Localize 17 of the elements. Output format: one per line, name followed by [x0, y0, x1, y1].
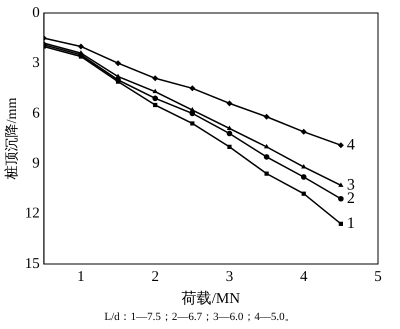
y-tick-label: 12 — [24, 206, 40, 222]
x-tick-label: 5 — [374, 268, 382, 285]
x-tick-label: 4 — [300, 268, 308, 285]
series-label: 1 — [346, 215, 355, 232]
x-axis-title: 荷载/MN — [182, 290, 240, 307]
y-axis-title: 桩顶沉降/mm — [4, 98, 20, 180]
x-tick-label: 3 — [226, 268, 234, 285]
y-tick-label: 6 — [32, 105, 40, 122]
y-tick-label: 3 — [32, 55, 40, 72]
text: L/d：1—7.5；2—6.7；3—6.0；4—5.0。 — [103, 310, 297, 324]
y-tick-label: 9 — [32, 156, 40, 172]
y-tick-label: 0 — [32, 4, 40, 21]
x-tick-label: 2 — [151, 268, 159, 285]
series-label: 2 — [346, 190, 355, 207]
x-tick-label: 1 — [77, 268, 85, 285]
y-tick-label: 15 — [24, 256, 40, 272]
series-label: 4 — [346, 136, 355, 154]
